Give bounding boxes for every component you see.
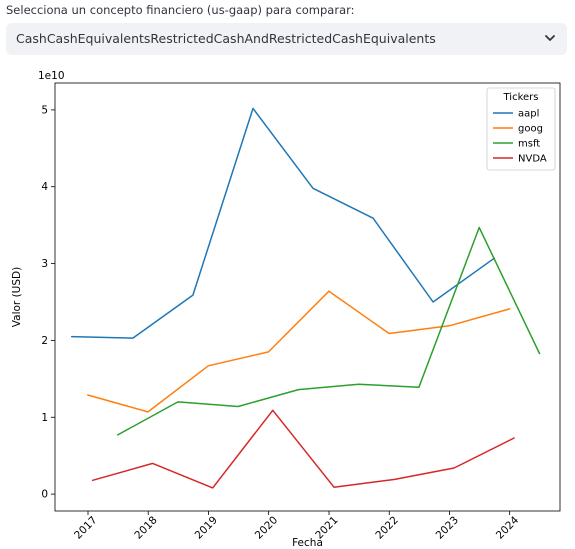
- x-tick-label: 2019: [193, 514, 220, 541]
- y-tick-label: 0: [41, 489, 48, 501]
- x-tick-label: 2022: [373, 514, 400, 541]
- chevron-down-icon[interactable]: [543, 31, 557, 45]
- x-tick-label: 2023: [434, 514, 461, 541]
- y-tick-label: 1: [41, 412, 48, 424]
- series-line-msft: [116, 226, 541, 436]
- legend-title: Tickers: [503, 92, 539, 103]
- y-axis-label: Valor (USD): [11, 267, 23, 327]
- plot-area: [54, 82, 561, 512]
- x-tick-label: 2017: [72, 514, 99, 541]
- legend: Tickers aapl goog msft NVDA: [486, 87, 556, 171]
- y-axis: 0 1 2 3 4 5: [41, 104, 55, 501]
- y-tick-label: 2: [41, 335, 48, 347]
- y-tick-label: 4: [41, 181, 48, 193]
- x-tick-label: 2020: [253, 514, 280, 541]
- x-tick-label: 2018: [132, 514, 159, 541]
- concept-selector-label: Selecciona un concepto financiero (us-ga…: [6, 3, 355, 17]
- series-line-goog: [87, 290, 511, 413]
- series-line-nvda: [91, 409, 515, 489]
- x-axis-label: Fecha: [292, 537, 323, 549]
- legend-label: aapl: [518, 109, 539, 120]
- concept-selector[interactable]: CashCashEquivalentsRestrictedCashAndRest…: [6, 23, 567, 55]
- x-tick-label: 2024: [494, 514, 522, 542]
- series-line-aapl: [70, 107, 496, 339]
- y-tick-label: 3: [41, 258, 48, 270]
- legend-box: [486, 87, 556, 171]
- y-tick-label: 5: [41, 104, 48, 116]
- concept-selector-value: CashCashEquivalentsRestrictedCashAndRest…: [16, 31, 436, 46]
- legend-label: goog: [518, 124, 543, 135]
- legend-label: NVDA: [518, 154, 547, 165]
- y-scale-label: 1e10: [38, 70, 65, 82]
- series-lines: [70, 107, 541, 489]
- legend-label: msft: [518, 139, 540, 150]
